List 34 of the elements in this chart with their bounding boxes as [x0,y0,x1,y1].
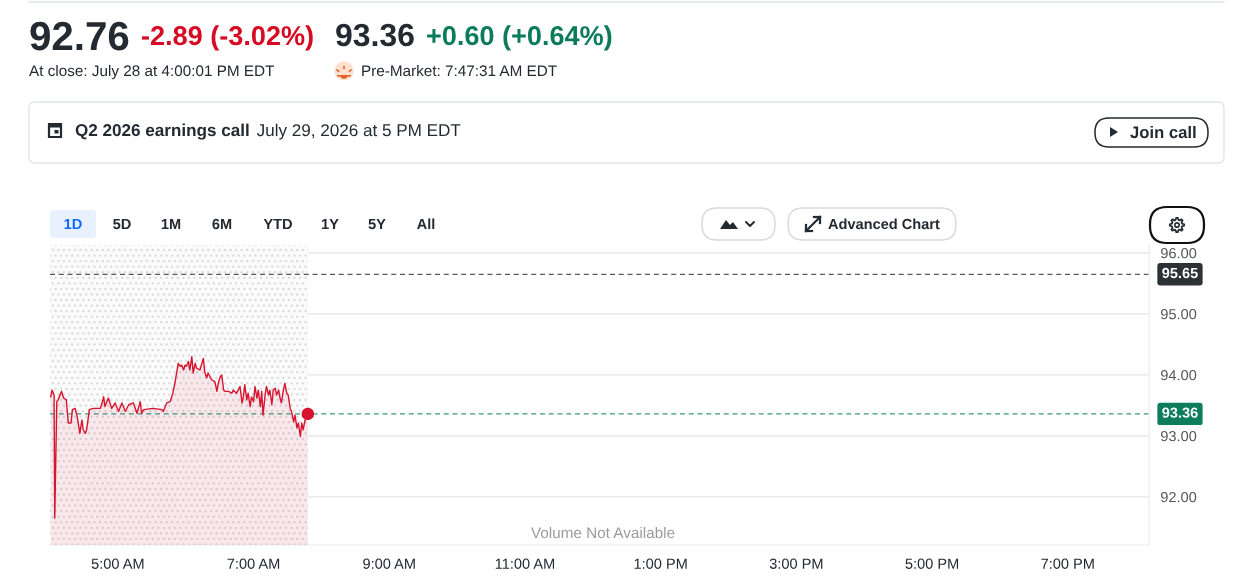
text: +0.60 (+0.64%) [427,25,612,51]
y-tick-label: 92.00 [1160,491,1197,503]
x-tick-label: 9:00 AM [363,558,415,569]
y-tick-label: 93.00 [1160,430,1197,442]
text: 93.36 [336,23,414,47]
x-tick-label: 11:00 AM [495,558,555,569]
x-tick-label: 7:00 PM [1041,558,1094,569]
y-tick-label: 96.00 [1160,248,1197,259]
text: 5Y [368,218,386,230]
text: 6M [212,218,232,230]
text: 5D [113,218,131,230]
text: 92.76 [30,21,129,51]
ref-line-label: 95.65 [1162,267,1198,279]
text: 1D [64,218,82,229]
text: July 29, 2026 at 5 PM EDT [256,123,461,140]
text: Advanced Chart [828,218,940,230]
text: YTD [263,218,292,229]
y-tick-label: 95.00 [1160,309,1197,320]
text: 1M [161,218,181,229]
annotation: Volume Not Available [531,526,675,539]
text: At close: July 28 at 4:00:01 PM EDT [29,64,275,80]
ref-line-label: 93.36 [1162,407,1198,418]
text: -2.89 (-3.02%) [142,25,313,51]
text: 1Y [322,218,339,229]
text: All [417,218,435,229]
x-tick-label: 7:00 AM [227,558,280,569]
text: Q2 2026 earnings call [75,123,249,140]
text: Join call [1130,125,1196,139]
x-tick-label: 5:00 AM [91,558,144,569]
text: Pre-Market: 7:47:31 AM EDT [362,64,557,77]
y-tick-label: 94.00 [1160,369,1197,381]
x-tick-label: 5:00 PM [905,558,959,569]
x-tick-label: 3:00 PM [769,558,823,569]
x-tick-label: 1:00 PM [634,558,687,569]
